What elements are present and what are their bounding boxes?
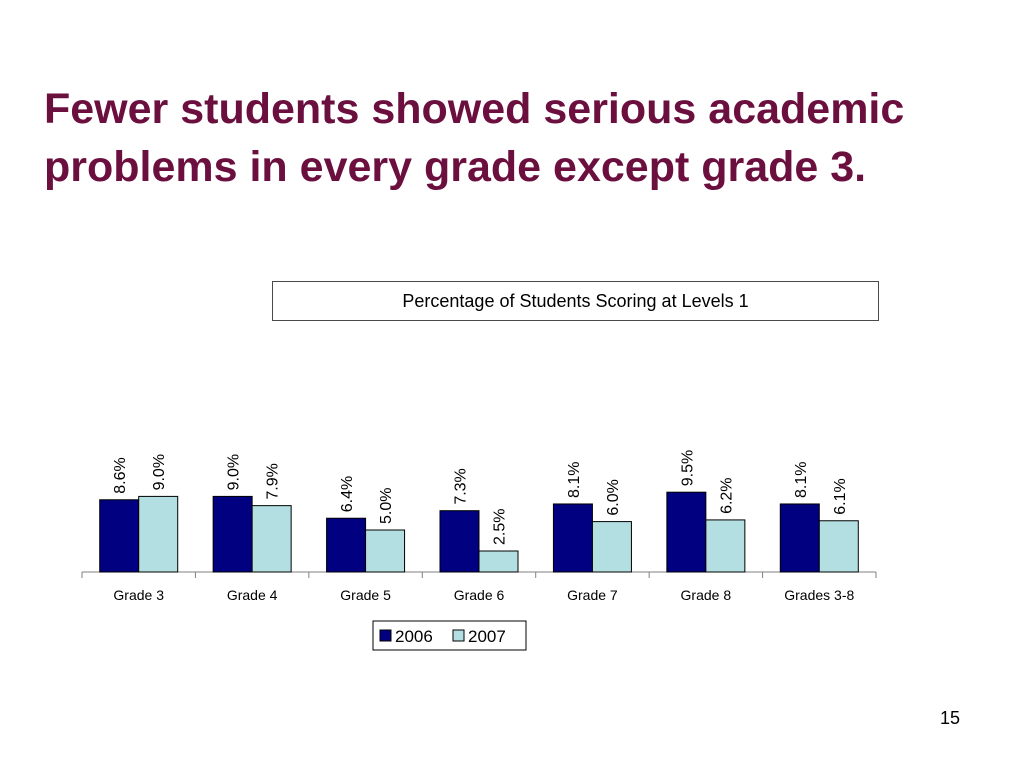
data-label: 8.6% — [112, 457, 129, 493]
data-label: 8.1% — [566, 461, 583, 497]
data-label: 9.0% — [151, 454, 168, 490]
legend-swatch-2007 — [452, 629, 465, 642]
page-number: 15 — [939, 708, 960, 728]
legend-label-2006: 2006 — [395, 627, 433, 646]
legend — [372, 620, 527, 651]
data-label: 5.0% — [378, 488, 395, 524]
x-tick-label: Grade 5 — [340, 587, 391, 603]
bar-2007-grade-6 — [478, 550, 519, 573]
data-label: 7.3% — [453, 468, 470, 504]
bar-2006-grade-7 — [552, 503, 593, 573]
x-tick-label: Grades 3-8 — [784, 587, 854, 603]
bar-2007-grades-3-8 — [818, 520, 859, 573]
bar-2006-grade-6 — [439, 510, 480, 573]
bar-2007-grade-3 — [138, 495, 179, 573]
bar-2007-grade-4 — [251, 505, 292, 573]
bar-2006-grade-4 — [212, 495, 253, 573]
bar-2006-grade-8 — [666, 491, 707, 573]
data-label: 6.4% — [339, 476, 356, 512]
x-tick-label: Grade 8 — [681, 587, 732, 603]
chart-title-text: Percentage of Students Scoring at Levels… — [402, 290, 749, 311]
x-tick-label: Grade 4 — [227, 587, 278, 603]
data-label: 2.5% — [492, 509, 509, 545]
bar-2006-grade-5 — [326, 517, 367, 573]
bar-2007-grade-5 — [365, 529, 406, 573]
data-label: 6.2% — [718, 477, 735, 513]
x-tick-label: Grade 7 — [567, 587, 618, 603]
data-label: 6.0% — [605, 479, 622, 515]
bar-2006-grades-3-8 — [779, 503, 820, 573]
x-tick-label: Grade 6 — [454, 587, 505, 603]
slide-title: Fewer students showed serious academic p… — [44, 85, 905, 191]
data-label: 6.1% — [832, 478, 849, 514]
data-label: 9.0% — [226, 454, 243, 490]
legend-label-2007: 2007 — [468, 627, 506, 646]
data-label: 8.1% — [793, 461, 810, 497]
bar-2006-grade-3 — [99, 499, 140, 573]
data-label: 7.9% — [265, 463, 282, 499]
bar-2007-grade-7 — [591, 521, 632, 573]
legend-swatch-2006 — [379, 629, 392, 642]
bar-2007-grade-8 — [705, 519, 746, 573]
data-label: 9.5% — [679, 450, 696, 486]
x-tick-label: Grade 3 — [113, 587, 164, 603]
chart-title: Percentage of Students Scoring at Levels… — [272, 281, 879, 321]
